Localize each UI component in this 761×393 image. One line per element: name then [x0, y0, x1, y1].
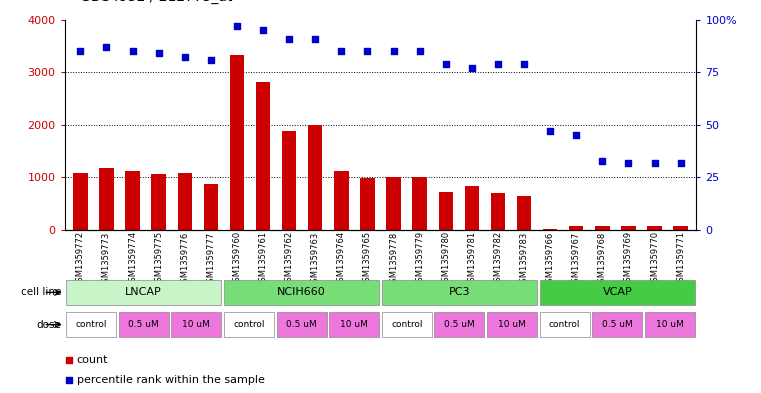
Bar	[224, 312, 274, 337]
Bar	[595, 226, 610, 230]
Text: 0.5 uM: 0.5 uM	[602, 320, 632, 329]
Bar	[276, 312, 326, 337]
Point	[253, 99, 265, 105]
Text: 10 uM: 10 uM	[498, 320, 526, 329]
Bar	[66, 312, 116, 337]
Bar	[224, 280, 379, 305]
Bar	[673, 226, 688, 230]
Bar	[491, 193, 505, 230]
Text: control: control	[549, 320, 581, 329]
Point	[674, 160, 686, 166]
Bar	[387, 177, 401, 230]
Bar	[382, 280, 537, 305]
Bar	[171, 312, 221, 337]
Bar	[66, 280, 221, 305]
Point	[387, 48, 400, 54]
Point	[440, 61, 452, 67]
Bar	[151, 174, 166, 230]
Point	[179, 54, 191, 61]
Bar	[334, 171, 349, 230]
Bar	[330, 312, 379, 337]
Point	[126, 48, 139, 54]
Point	[648, 160, 661, 166]
Bar	[543, 229, 557, 230]
Point	[361, 48, 374, 54]
Text: control: control	[391, 320, 422, 329]
Text: NCIH660: NCIH660	[277, 287, 326, 298]
Text: 0.5 uM: 0.5 uM	[286, 320, 317, 329]
Point	[100, 44, 113, 50]
Bar	[540, 312, 590, 337]
Text: PC3: PC3	[449, 287, 470, 298]
Point	[257, 27, 269, 33]
Bar	[177, 173, 192, 230]
Bar	[569, 226, 584, 230]
Bar	[308, 125, 323, 230]
Bar	[256, 82, 270, 230]
Text: GDS4952 / 212775_at: GDS4952 / 212775_at	[80, 0, 232, 4]
Bar	[382, 312, 431, 337]
Point	[413, 48, 425, 54]
Point	[492, 61, 504, 67]
Text: control: control	[233, 320, 265, 329]
Bar	[204, 184, 218, 230]
Point	[622, 160, 635, 166]
Bar	[487, 312, 537, 337]
Point	[597, 157, 609, 163]
Text: 0.5 uM: 0.5 uM	[129, 320, 159, 329]
Bar	[645, 312, 695, 337]
Point	[253, 278, 265, 284]
Point	[231, 23, 243, 29]
Bar	[360, 178, 374, 230]
Text: 10 uM: 10 uM	[656, 320, 684, 329]
Bar	[540, 280, 695, 305]
Bar	[412, 177, 427, 230]
Point	[336, 48, 348, 54]
Text: percentile rank within the sample: percentile rank within the sample	[77, 375, 265, 385]
Text: 10 uM: 10 uM	[183, 320, 210, 329]
Bar	[648, 226, 662, 230]
Text: 10 uM: 10 uM	[340, 320, 368, 329]
Bar	[465, 186, 479, 230]
Text: dose: dose	[36, 320, 61, 330]
Text: LNCAP: LNCAP	[126, 287, 162, 298]
Text: VCAP: VCAP	[603, 287, 632, 298]
Point	[75, 48, 87, 54]
Text: count: count	[77, 355, 108, 365]
Bar	[230, 55, 244, 230]
Bar	[282, 131, 296, 230]
Bar	[126, 171, 140, 230]
Point	[544, 128, 556, 134]
Point	[570, 132, 582, 138]
Bar	[119, 312, 169, 337]
Text: control: control	[75, 320, 107, 329]
Point	[152, 50, 164, 57]
Point	[309, 35, 321, 42]
Bar	[517, 196, 531, 230]
Point	[518, 61, 530, 67]
Text: cell line: cell line	[21, 287, 61, 298]
Text: 0.5 uM: 0.5 uM	[444, 320, 475, 329]
Point	[205, 57, 217, 63]
Bar	[99, 168, 113, 230]
Bar	[438, 192, 453, 230]
Bar	[592, 312, 642, 337]
Bar	[73, 173, 88, 230]
Point	[283, 35, 295, 42]
Bar	[621, 226, 635, 230]
Bar	[435, 312, 485, 337]
Point	[466, 65, 478, 71]
